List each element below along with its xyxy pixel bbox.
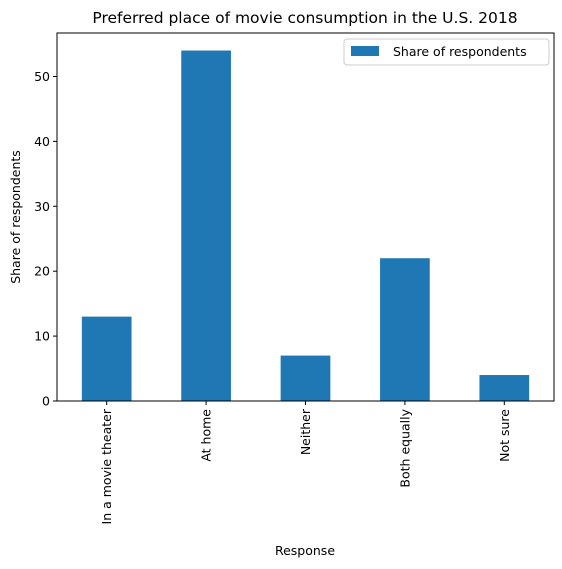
y-axis-ticks: 0 10 20 30 40 50 [34,69,57,409]
bar-3 [380,258,430,401]
x-tick-label-1: At home [199,409,214,462]
plot-frame [56,32,555,402]
legend-swatch [351,46,379,56]
x-tick-label-2: Neither [298,408,313,455]
x-axis-label: Response [275,543,335,558]
bar-4 [479,375,530,401]
x-tick-label-0: In a movie theater [99,408,114,524]
bar-1 [181,50,231,402]
y-tick-label-0: 0 [42,394,50,409]
bars-group [81,50,530,402]
x-tick-label-4: Not sure [497,409,512,462]
legend: Share of respondents [343,38,550,66]
chart-title: Preferred place of movie consumption in … [92,9,517,27]
y-tick-label-3: 30 [34,199,50,214]
y-tick-label-2: 20 [34,264,50,279]
y-tick-label-5: 50 [34,69,50,84]
y-tick-label-1: 10 [34,329,50,344]
x-tick-label-3: Both equally [397,408,412,487]
y-axis-label: Share of respondents [8,150,23,284]
bar-2 [280,355,331,401]
bar-0 [81,316,132,401]
x-axis-ticks: In a movie theater At home Neither Both equ… [99,401,512,524]
legend-label: Share of respondents [393,44,527,59]
y-tick-label-4: 40 [34,134,50,149]
legend-frame [343,38,550,66]
